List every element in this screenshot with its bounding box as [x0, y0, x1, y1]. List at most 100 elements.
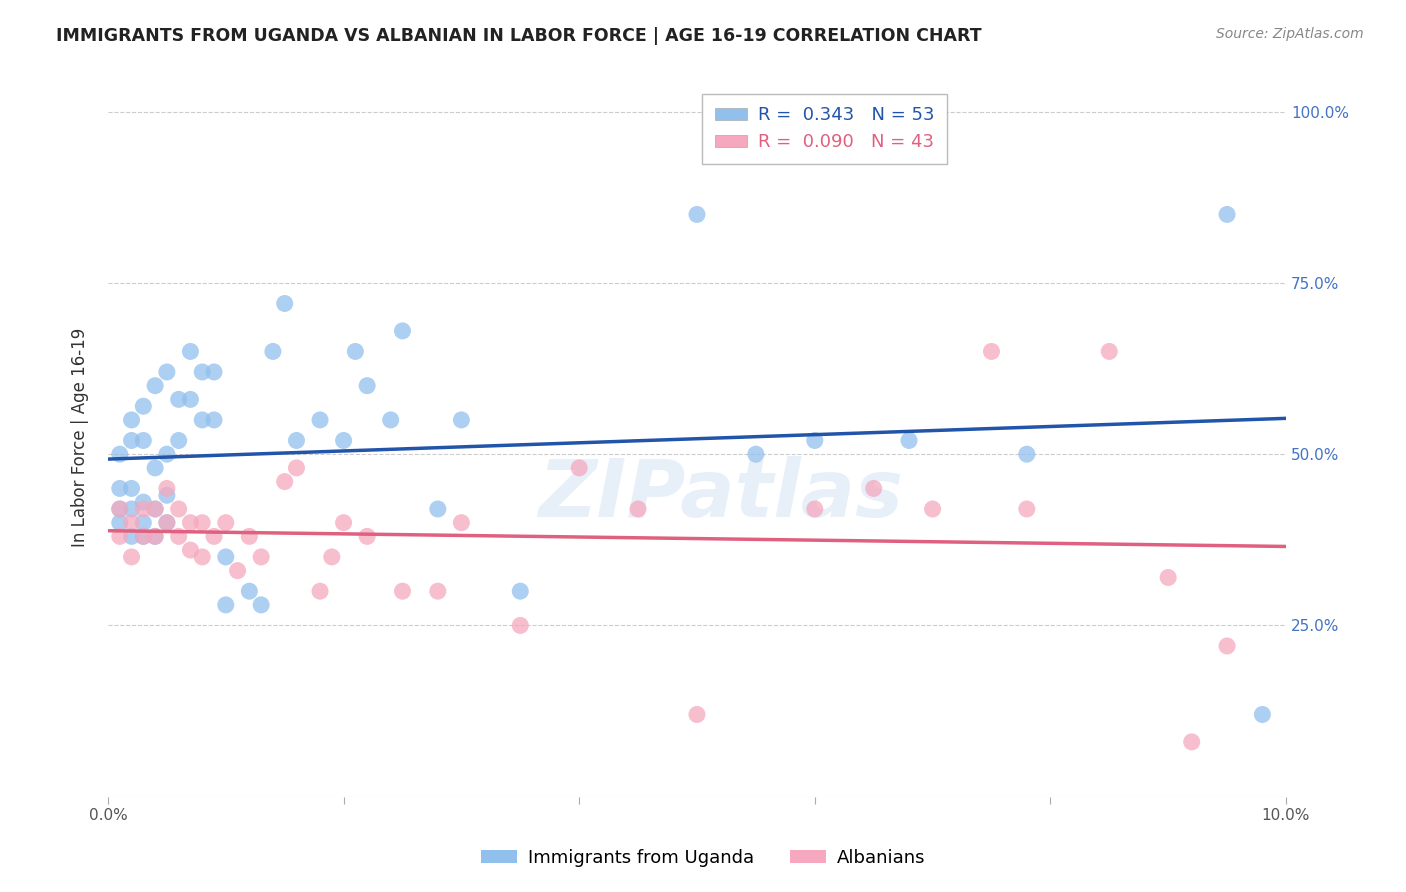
Point: [143, 529, 166, 543]
Point: [686, 707, 709, 722]
Point: [509, 584, 531, 599]
Point: [1015, 447, 1038, 461]
Point: [745, 447, 768, 461]
Point: [980, 344, 1002, 359]
Point: [568, 461, 591, 475]
Point: [132, 516, 155, 530]
Point: [238, 529, 260, 543]
Point: [156, 482, 179, 496]
Point: [1251, 707, 1274, 722]
Point: [450, 516, 472, 530]
Point: [132, 502, 155, 516]
Point: [215, 516, 238, 530]
Point: [262, 344, 284, 359]
Point: [167, 434, 190, 448]
Point: [143, 461, 166, 475]
Point: [179, 392, 201, 407]
Point: [321, 549, 343, 564]
Point: [156, 516, 179, 530]
Point: [179, 344, 201, 359]
Point: [121, 434, 143, 448]
Point: [143, 378, 166, 392]
Point: [285, 461, 308, 475]
Text: ZIPatlas: ZIPatlas: [538, 456, 903, 533]
Point: [132, 529, 155, 543]
Point: [191, 549, 214, 564]
Point: [132, 399, 155, 413]
Point: [509, 618, 531, 632]
Point: [1216, 639, 1239, 653]
Point: [156, 365, 179, 379]
Point: [1015, 502, 1038, 516]
Point: [202, 413, 225, 427]
Point: [132, 495, 155, 509]
Point: [1181, 735, 1204, 749]
Point: [686, 207, 709, 221]
Point: [1216, 207, 1239, 221]
Point: [121, 549, 143, 564]
Point: [167, 502, 190, 516]
Point: [356, 378, 378, 392]
Point: [167, 529, 190, 543]
Point: [250, 598, 273, 612]
Point: [121, 502, 143, 516]
Point: [803, 502, 825, 516]
Point: [627, 502, 650, 516]
Point: [921, 502, 943, 516]
Point: [121, 529, 143, 543]
Point: [108, 502, 131, 516]
Point: [344, 344, 367, 359]
Point: [285, 434, 308, 448]
Point: [132, 529, 155, 543]
Point: [309, 413, 332, 427]
Point: [309, 584, 332, 599]
Point: [108, 482, 131, 496]
Point: [121, 413, 143, 427]
Point: [179, 543, 201, 558]
Point: [202, 365, 225, 379]
Point: [156, 516, 179, 530]
Point: [1098, 344, 1121, 359]
Point: [356, 529, 378, 543]
Point: [380, 413, 402, 427]
Y-axis label: In Labor Force | Age 16-19: In Labor Force | Age 16-19: [72, 327, 89, 547]
Point: [143, 502, 166, 516]
Point: [1157, 570, 1180, 584]
Point: [803, 434, 825, 448]
Point: [332, 516, 354, 530]
Point: [426, 584, 449, 599]
Point: [108, 529, 131, 543]
Legend: R =  0.343   N = 53, R =  0.090   N = 43: R = 0.343 N = 53, R = 0.090 N = 43: [702, 94, 948, 164]
Legend: Immigrants from Uganda, Albanians: Immigrants from Uganda, Albanians: [474, 842, 932, 874]
Point: [273, 475, 295, 489]
Point: [202, 529, 225, 543]
Text: Source: ZipAtlas.com: Source: ZipAtlas.com: [1216, 27, 1364, 41]
Point: [273, 296, 295, 310]
Point: [238, 584, 260, 599]
Point: [332, 434, 354, 448]
Point: [108, 502, 131, 516]
Point: [191, 413, 214, 427]
Point: [426, 502, 449, 516]
Point: [179, 516, 201, 530]
Point: [391, 584, 413, 599]
Point: [143, 502, 166, 516]
Point: [191, 365, 214, 379]
Point: [108, 447, 131, 461]
Point: [108, 516, 131, 530]
Text: IMMIGRANTS FROM UGANDA VS ALBANIAN IN LABOR FORCE | AGE 16-19 CORRELATION CHART: IMMIGRANTS FROM UGANDA VS ALBANIAN IN LA…: [56, 27, 981, 45]
Point: [898, 434, 921, 448]
Point: [226, 564, 249, 578]
Point: [143, 529, 166, 543]
Point: [862, 482, 884, 496]
Point: [250, 549, 273, 564]
Point: [121, 482, 143, 496]
Point: [121, 516, 143, 530]
Point: [215, 549, 238, 564]
Point: [156, 488, 179, 502]
Point: [215, 598, 238, 612]
Point: [167, 392, 190, 407]
Point: [132, 434, 155, 448]
Point: [191, 516, 214, 530]
Point: [156, 447, 179, 461]
